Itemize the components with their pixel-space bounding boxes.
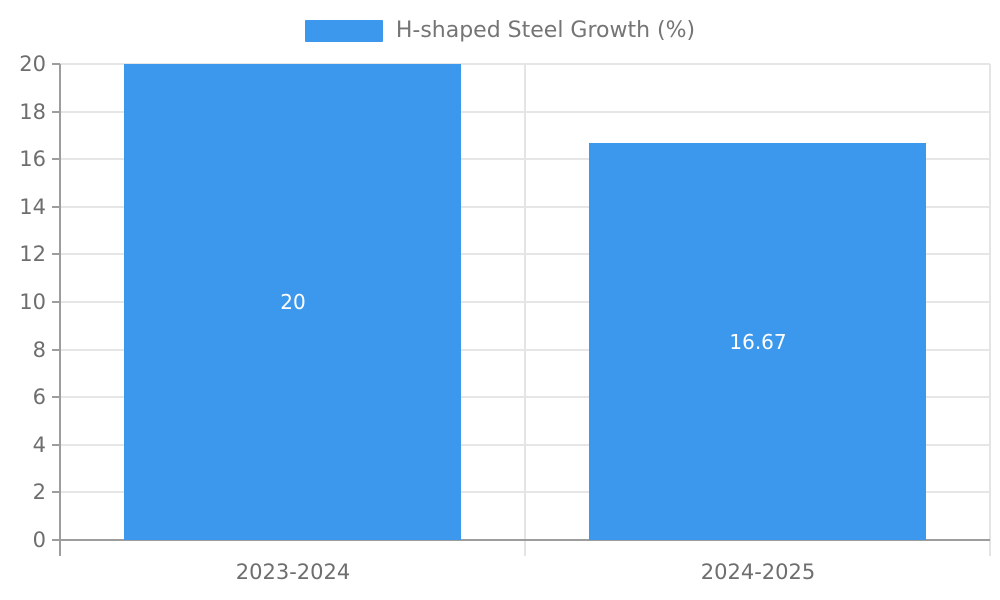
legend-swatch [304, 20, 383, 42]
bar-value-label: 16.67 [729, 330, 787, 354]
x-split-line [989, 64, 991, 556]
y-axis-tick-label: 10 [19, 290, 46, 314]
y-axis-tick-label: 6 [32, 385, 46, 409]
y-axis-tick [52, 444, 60, 446]
y-axis-tick [52, 349, 60, 351]
y-axis-tick-label: 4 [32, 433, 46, 457]
y-axis-tick-label: 12 [19, 242, 46, 266]
y-axis-tick-label: 16 [19, 147, 46, 171]
y-axis-tick [52, 253, 60, 255]
y-axis-tick [52, 63, 60, 65]
x-axis-line [52, 539, 990, 541]
bar-2024-2025[interactable] [589, 143, 926, 540]
bar-value-label: 20 [280, 290, 306, 314]
y-axis-tick [52, 158, 60, 160]
legend-label: H-shaped Steel Growth (%) [395, 18, 696, 43]
y-axis-tick-label: 0 [32, 528, 46, 552]
x-axis-category-label: 2023-2024 [235, 560, 351, 584]
y-axis-tick-label: 2 [32, 480, 46, 504]
x-split-line [524, 64, 526, 556]
legend[interactable]: H-shaped Steel Growth (%) [0, 17, 1000, 45]
y-axis-tick-label: 18 [19, 100, 46, 124]
y-axis-tick [52, 396, 60, 398]
y-axis-tick-label: 14 [19, 195, 46, 219]
y-axis-tick [52, 206, 60, 208]
x-axis-category-label: 2024-2025 [700, 560, 816, 584]
y-axis-line [59, 64, 61, 556]
y-axis-tick [52, 491, 60, 493]
y-axis-tick-label: 20 [19, 52, 46, 76]
y-axis-tick-label: 8 [32, 338, 46, 362]
bar-2023-2024[interactable] [124, 64, 461, 540]
y-axis-tick [52, 111, 60, 113]
y-axis-tick [52, 301, 60, 303]
